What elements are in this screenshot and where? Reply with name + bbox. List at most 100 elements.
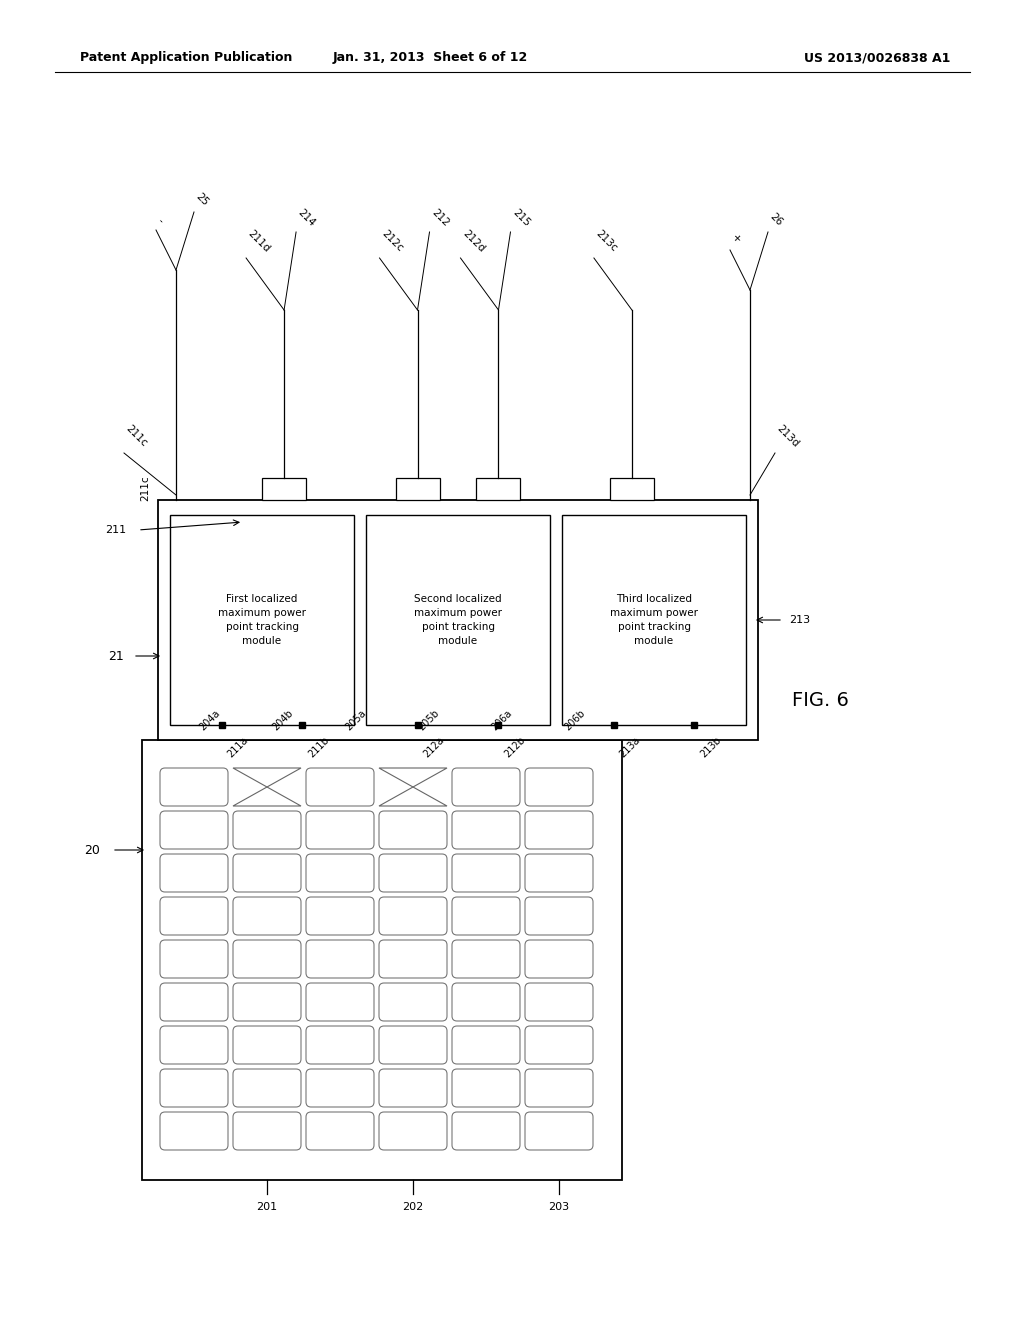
Text: 205b: 205b [417, 708, 441, 733]
FancyBboxPatch shape [160, 810, 228, 849]
Bar [142, 741, 622, 1180]
FancyBboxPatch shape [233, 983, 301, 1020]
Text: 213a: 213a [617, 735, 642, 759]
Text: 212: 212 [429, 207, 451, 228]
Text: 215: 215 [511, 207, 531, 228]
FancyBboxPatch shape [233, 898, 301, 935]
Text: 212c: 212c [380, 228, 404, 253]
Text: 206b: 206b [563, 708, 588, 733]
Text: 213: 213 [790, 615, 811, 624]
Text: 21: 21 [109, 649, 124, 663]
Text: Third localized
maximum power
point tracking
module: Third localized maximum power point trac… [610, 594, 698, 645]
Bar [170, 515, 354, 725]
FancyBboxPatch shape [233, 1111, 301, 1150]
Text: 211c: 211c [124, 424, 150, 449]
Bar [262, 478, 306, 500]
Bar [476, 478, 520, 500]
FancyBboxPatch shape [379, 898, 447, 935]
FancyBboxPatch shape [452, 898, 520, 935]
FancyBboxPatch shape [306, 1026, 374, 1064]
FancyBboxPatch shape [160, 1111, 228, 1150]
FancyBboxPatch shape [160, 983, 228, 1020]
FancyBboxPatch shape [525, 940, 593, 978]
FancyBboxPatch shape [525, 1111, 593, 1150]
FancyBboxPatch shape [379, 1026, 447, 1064]
FancyBboxPatch shape [160, 898, 228, 935]
Text: 202: 202 [402, 1203, 424, 1212]
FancyBboxPatch shape [233, 1026, 301, 1064]
Text: 211c: 211c [140, 475, 150, 500]
FancyBboxPatch shape [306, 983, 374, 1020]
Bar [366, 515, 550, 725]
Text: 213b: 213b [698, 735, 723, 759]
Text: 211: 211 [105, 525, 127, 535]
FancyBboxPatch shape [306, 768, 374, 807]
FancyBboxPatch shape [379, 810, 447, 849]
Text: 213d: 213d [775, 424, 801, 449]
Text: 214: 214 [296, 207, 317, 228]
FancyBboxPatch shape [525, 983, 593, 1020]
Bar [395, 478, 439, 500]
Text: Patent Application Publication: Patent Application Publication [80, 51, 293, 65]
FancyBboxPatch shape [452, 940, 520, 978]
FancyBboxPatch shape [525, 898, 593, 935]
FancyBboxPatch shape [452, 1069, 520, 1107]
FancyBboxPatch shape [306, 810, 374, 849]
Text: 212b: 212b [503, 735, 527, 760]
Text: +: + [730, 232, 743, 246]
Text: 25: 25 [194, 191, 211, 209]
FancyBboxPatch shape [306, 898, 374, 935]
Text: First localized
maximum power
point tracking
module: First localized maximum power point trac… [218, 594, 306, 645]
Text: 204b: 204b [271, 708, 296, 733]
Text: 26: 26 [768, 211, 784, 228]
Text: 201: 201 [256, 1203, 278, 1212]
FancyBboxPatch shape [452, 983, 520, 1020]
Bar [158, 500, 758, 741]
Bar [610, 478, 654, 500]
Text: 213c: 213c [594, 228, 620, 253]
FancyBboxPatch shape [160, 1026, 228, 1064]
Text: 20: 20 [84, 843, 100, 857]
Text: 206a: 206a [490, 708, 514, 733]
Text: Second localized
maximum power
point tracking
module: Second localized maximum power point tra… [414, 594, 502, 645]
FancyBboxPatch shape [306, 854, 374, 892]
Text: 211d: 211d [246, 228, 272, 253]
Bar [562, 515, 746, 725]
Text: 211b: 211b [306, 735, 331, 759]
FancyBboxPatch shape [525, 1069, 593, 1107]
Text: Jan. 31, 2013  Sheet 6 of 12: Jan. 31, 2013 Sheet 6 of 12 [333, 51, 527, 65]
Text: US 2013/0026838 A1: US 2013/0026838 A1 [804, 51, 950, 65]
FancyBboxPatch shape [452, 854, 520, 892]
FancyBboxPatch shape [233, 940, 301, 978]
Text: FIG. 6: FIG. 6 [792, 690, 849, 710]
FancyBboxPatch shape [160, 1069, 228, 1107]
Text: 204a: 204a [198, 708, 222, 733]
FancyBboxPatch shape [379, 1069, 447, 1107]
FancyBboxPatch shape [525, 768, 593, 807]
FancyBboxPatch shape [452, 1111, 520, 1150]
FancyBboxPatch shape [452, 810, 520, 849]
Text: 211a: 211a [225, 735, 250, 759]
FancyBboxPatch shape [525, 854, 593, 892]
FancyBboxPatch shape [233, 854, 301, 892]
Text: -: - [156, 216, 166, 226]
FancyBboxPatch shape [379, 983, 447, 1020]
FancyBboxPatch shape [160, 854, 228, 892]
FancyBboxPatch shape [160, 768, 228, 807]
FancyBboxPatch shape [306, 940, 374, 978]
Text: 205a: 205a [344, 708, 369, 733]
FancyBboxPatch shape [306, 1069, 374, 1107]
FancyBboxPatch shape [379, 1111, 447, 1150]
FancyBboxPatch shape [233, 810, 301, 849]
Text: 212d: 212d [461, 228, 486, 253]
FancyBboxPatch shape [525, 810, 593, 849]
FancyBboxPatch shape [452, 768, 520, 807]
FancyBboxPatch shape [306, 1111, 374, 1150]
FancyBboxPatch shape [452, 1026, 520, 1064]
FancyBboxPatch shape [525, 1026, 593, 1064]
Text: 212a: 212a [422, 735, 446, 759]
FancyBboxPatch shape [160, 940, 228, 978]
FancyBboxPatch shape [379, 940, 447, 978]
FancyBboxPatch shape [379, 854, 447, 892]
FancyBboxPatch shape [233, 1069, 301, 1107]
